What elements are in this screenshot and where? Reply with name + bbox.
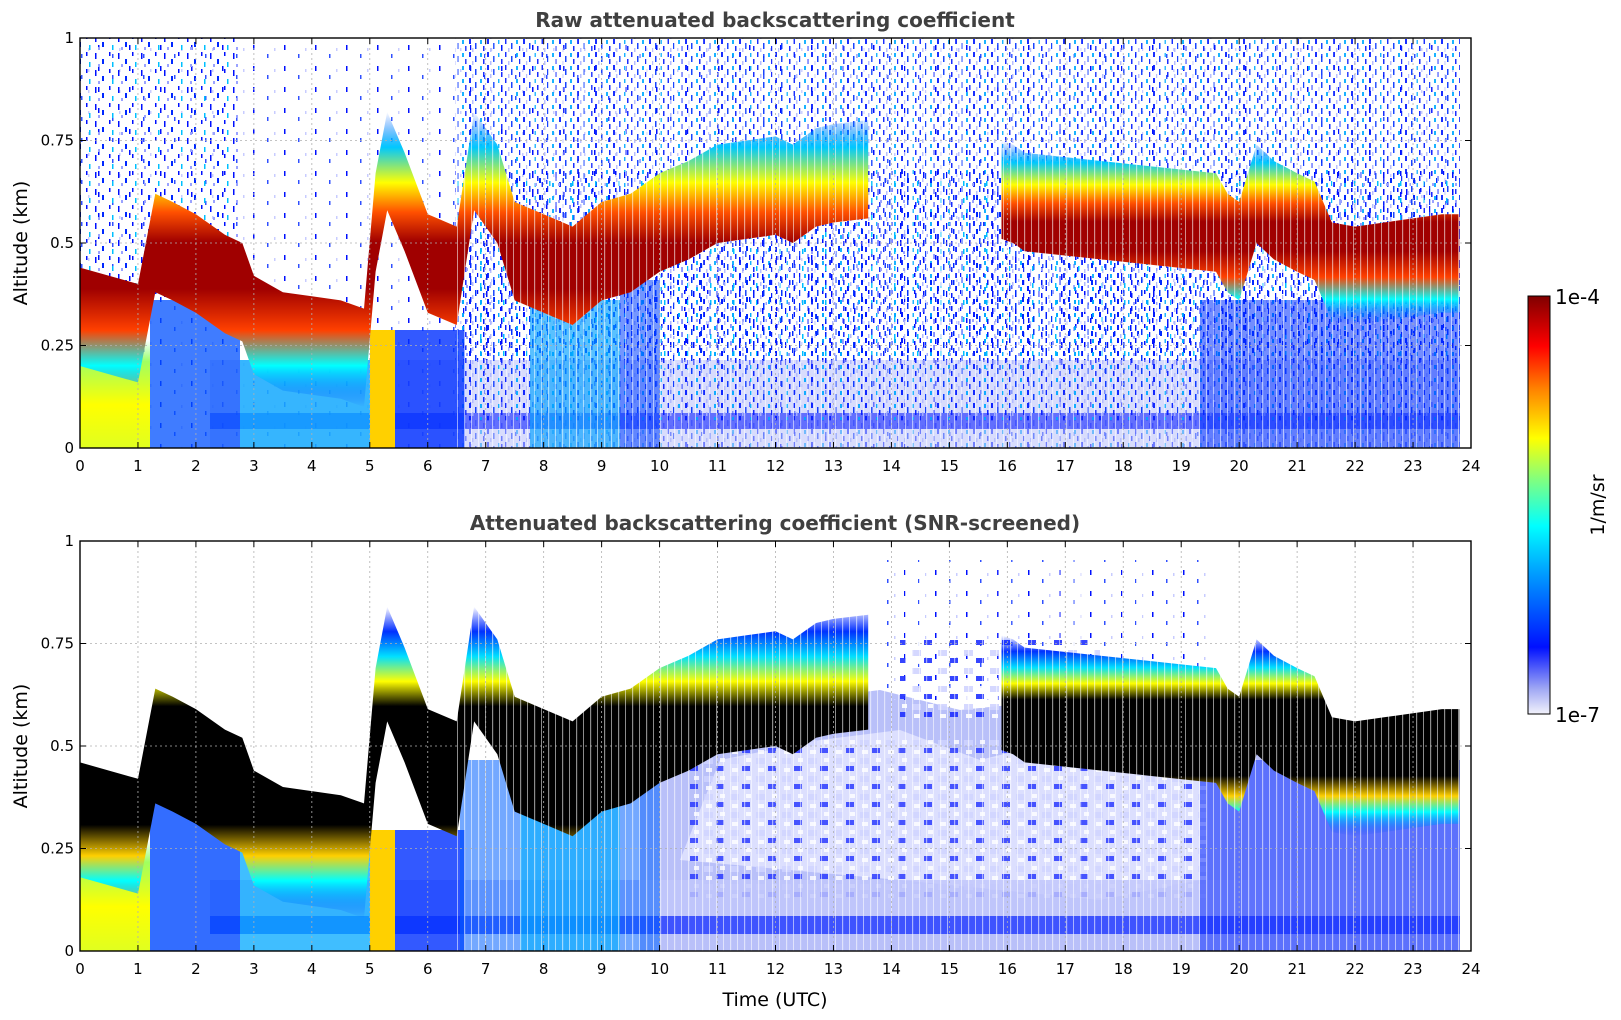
x-tick-label: 14 xyxy=(882,457,901,475)
panel-screened-title: Attenuated backscattering coefficient (S… xyxy=(470,511,1080,535)
x-tick-label: 6 xyxy=(423,457,433,475)
x-tick-label: 20 xyxy=(1230,960,1249,978)
x-tick-label: 13 xyxy=(824,457,843,475)
x-tick-label: 18 xyxy=(1114,457,1133,475)
x-tick-label: 4 xyxy=(307,960,317,978)
raw-grid xyxy=(80,38,1471,448)
x-tick-label: 21 xyxy=(1288,457,1307,475)
x-tick-label: 19 xyxy=(1172,457,1191,475)
y-tick-label: 0.5 xyxy=(50,234,74,252)
x-tick-label: 13 xyxy=(824,960,843,978)
raw-column-blue-2 xyxy=(395,330,465,448)
x-tick-label: 23 xyxy=(1403,960,1422,978)
y-tick-label: 0.25 xyxy=(41,840,74,858)
x-tick-label: 17 xyxy=(1056,960,1075,978)
panel-raw: Raw attenuated backscattering coefficien… xyxy=(10,8,1481,475)
x-tick-label: 10 xyxy=(650,960,669,978)
colorbar-gradient xyxy=(1527,295,1551,715)
y-tick-label: 0.75 xyxy=(41,132,74,150)
x-tick-label: 23 xyxy=(1403,457,1422,475)
screened-grid xyxy=(80,541,1471,951)
panel-screened: Attenuated backscattering coefficient (S… xyxy=(10,511,1481,1011)
x-tick-label: 22 xyxy=(1346,457,1365,475)
x-tick-label: 15 xyxy=(940,960,959,978)
x-tick-label: 7 xyxy=(481,457,491,475)
colorbar-unit-label: 1/m/sr xyxy=(1587,474,1609,535)
x-tick-label: 15 xyxy=(940,457,959,475)
raw-heatmap-area xyxy=(80,38,1471,448)
raw-ticks: 0 1 2 3 4 5 6 7 8 9 10 11 12 13 14 15 16 17 18 19 20 21 22 23 24… xyxy=(41,29,1481,475)
x-tick-label: 5 xyxy=(365,960,375,978)
x-tick-label: 18 xyxy=(1114,960,1133,978)
y-tick-label: 1 xyxy=(64,532,74,550)
screened-column-yellow xyxy=(370,830,395,951)
colorbar-max-label: 1e-4 xyxy=(1555,285,1600,309)
x-tick-label: 20 xyxy=(1230,457,1249,475)
screened-heatmap-area xyxy=(80,541,1471,951)
screened-dropout-stripes xyxy=(455,560,1460,951)
colorbar-min-label: 1e-7 xyxy=(1555,703,1600,727)
x-tick-label: 0 xyxy=(75,457,85,475)
screened-ylabel: Altitude (km) xyxy=(10,684,32,809)
x-tick-label: 11 xyxy=(708,457,727,475)
x-tick-label: 16 xyxy=(998,457,1017,475)
x-tick-label: 24 xyxy=(1461,960,1480,978)
x-tick-label: 3 xyxy=(249,960,259,978)
y-tick-label: 0.75 xyxy=(41,635,74,653)
colorbar: 1e-4 1e-7 1/m/sr xyxy=(1527,285,1609,727)
x-tick-label: 2 xyxy=(191,960,201,978)
x-tick-label: 8 xyxy=(539,457,549,475)
x-tick-label: 9 xyxy=(597,457,607,475)
screened-xlabel: Time (UTC) xyxy=(721,989,827,1011)
x-tick-label: 21 xyxy=(1288,960,1307,978)
y-tick-label: 0.5 xyxy=(50,737,74,755)
x-tick-label: 8 xyxy=(539,960,549,978)
screened-column-blue-2 xyxy=(395,830,465,951)
x-tick-label: 17 xyxy=(1056,457,1075,475)
x-tick-label: 10 xyxy=(650,457,669,475)
x-tick-label: 0 xyxy=(75,960,85,978)
raw-column-yellow xyxy=(370,330,395,448)
x-tick-label: 24 xyxy=(1461,457,1480,475)
x-tick-label: 5 xyxy=(365,457,375,475)
x-tick-label: 9 xyxy=(597,960,607,978)
y-tick-label: 1 xyxy=(64,29,74,47)
x-tick-label: 19 xyxy=(1172,960,1191,978)
y-tick-label: 0.25 xyxy=(41,337,74,355)
panel-raw-title: Raw attenuated backscattering coefficien… xyxy=(535,8,1015,32)
x-tick-label: 22 xyxy=(1346,960,1365,978)
x-tick-label: 1 xyxy=(133,960,143,978)
x-tick-label: 6 xyxy=(423,960,433,978)
x-tick-label: 4 xyxy=(307,457,317,475)
x-tick-label: 1 xyxy=(133,457,143,475)
x-tick-label: 12 xyxy=(766,457,785,475)
x-tick-label: 16 xyxy=(998,960,1017,978)
screened-ticks: 0 1 2 3 4 5 6 7 8 9 10 11 12 13 14 15 16 17 18 19 20 21 22 23 24… xyxy=(41,532,1481,978)
x-tick-label: 7 xyxy=(481,960,491,978)
y-tick-label: 0 xyxy=(64,439,74,457)
raw-ylabel: Altitude (km) xyxy=(10,181,32,306)
raw-dropout-stripes xyxy=(455,38,1460,448)
x-tick-label: 14 xyxy=(882,960,901,978)
x-tick-label: 11 xyxy=(708,960,727,978)
x-tick-label: 3 xyxy=(249,457,259,475)
x-tick-label: 12 xyxy=(766,960,785,978)
y-tick-label: 0 xyxy=(64,942,74,960)
x-tick-label: 2 xyxy=(191,457,201,475)
